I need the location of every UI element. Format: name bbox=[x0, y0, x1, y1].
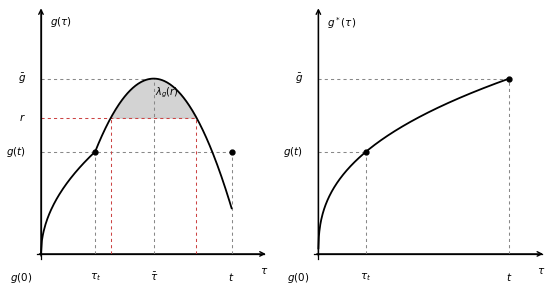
Text: $\tau_t$: $\tau_t$ bbox=[89, 271, 101, 283]
Text: $g(t)$: $g(t)$ bbox=[6, 145, 26, 159]
Text: $\bar{g}$: $\bar{g}$ bbox=[18, 72, 26, 86]
Text: $\lambda_g(r)$: $\lambda_g(r)$ bbox=[155, 86, 178, 100]
Text: $\tau_t$: $\tau_t$ bbox=[360, 271, 371, 283]
Text: $g(0)$: $g(0)$ bbox=[10, 271, 33, 285]
Text: $\tau$: $\tau$ bbox=[537, 266, 545, 276]
Text: $g(0)$: $g(0)$ bbox=[288, 271, 310, 285]
Text: $g(\tau)$: $g(\tau)$ bbox=[50, 15, 72, 30]
Text: $g(t)$: $g(t)$ bbox=[283, 145, 303, 159]
Text: $t$: $t$ bbox=[506, 271, 512, 283]
Text: $\bar{g}$: $\bar{g}$ bbox=[295, 72, 303, 86]
Text: $t$: $t$ bbox=[229, 271, 235, 283]
Text: $g^*(\tau)$: $g^*(\tau)$ bbox=[327, 15, 356, 31]
Text: $\tau$: $\tau$ bbox=[260, 266, 268, 276]
Text: $r$: $r$ bbox=[19, 112, 26, 123]
Text: $\bar{\tau}$: $\bar{\tau}$ bbox=[150, 271, 158, 283]
